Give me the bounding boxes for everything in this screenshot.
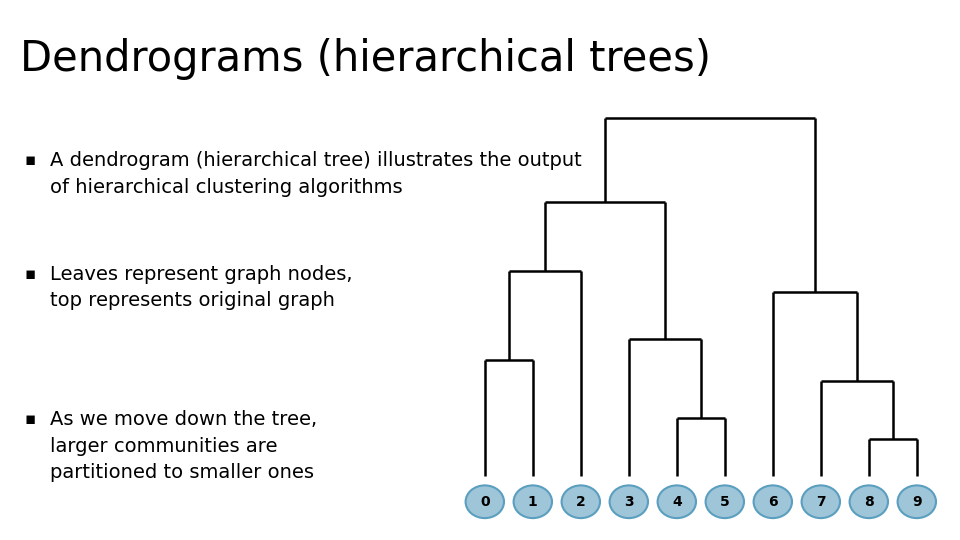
- Text: ▪: ▪: [25, 410, 36, 428]
- Ellipse shape: [658, 485, 696, 518]
- Text: 6: 6: [768, 495, 778, 509]
- Text: As we move down the tree,
larger communities are
partitioned to smaller ones: As we move down the tree, larger communi…: [50, 410, 317, 482]
- Text: 9: 9: [912, 495, 922, 509]
- Ellipse shape: [466, 485, 504, 518]
- Ellipse shape: [898, 485, 936, 518]
- Ellipse shape: [850, 485, 888, 518]
- Text: Leaves represent graph nodes,
top represents original graph: Leaves represent graph nodes, top repres…: [50, 265, 352, 310]
- Ellipse shape: [754, 485, 792, 518]
- Text: 7: 7: [816, 495, 826, 509]
- Text: 4: 4: [672, 495, 682, 509]
- Text: 5: 5: [720, 495, 730, 509]
- Ellipse shape: [562, 485, 600, 518]
- Text: 1: 1: [528, 495, 538, 509]
- Ellipse shape: [514, 485, 552, 518]
- Text: ▪: ▪: [25, 151, 36, 169]
- Ellipse shape: [610, 485, 648, 518]
- Text: 0: 0: [480, 495, 490, 509]
- Text: ▪: ▪: [25, 265, 36, 282]
- Ellipse shape: [706, 485, 744, 518]
- Ellipse shape: [802, 485, 840, 518]
- Text: Dendrograms (hierarchical trees): Dendrograms (hierarchical trees): [20, 38, 711, 80]
- Text: A dendrogram (hierarchical tree) illustrates the output
of hierarchical clusteri: A dendrogram (hierarchical tree) illustr…: [50, 151, 582, 197]
- Text: 8: 8: [864, 495, 874, 509]
- Text: 3: 3: [624, 495, 634, 509]
- Text: 2: 2: [576, 495, 586, 509]
